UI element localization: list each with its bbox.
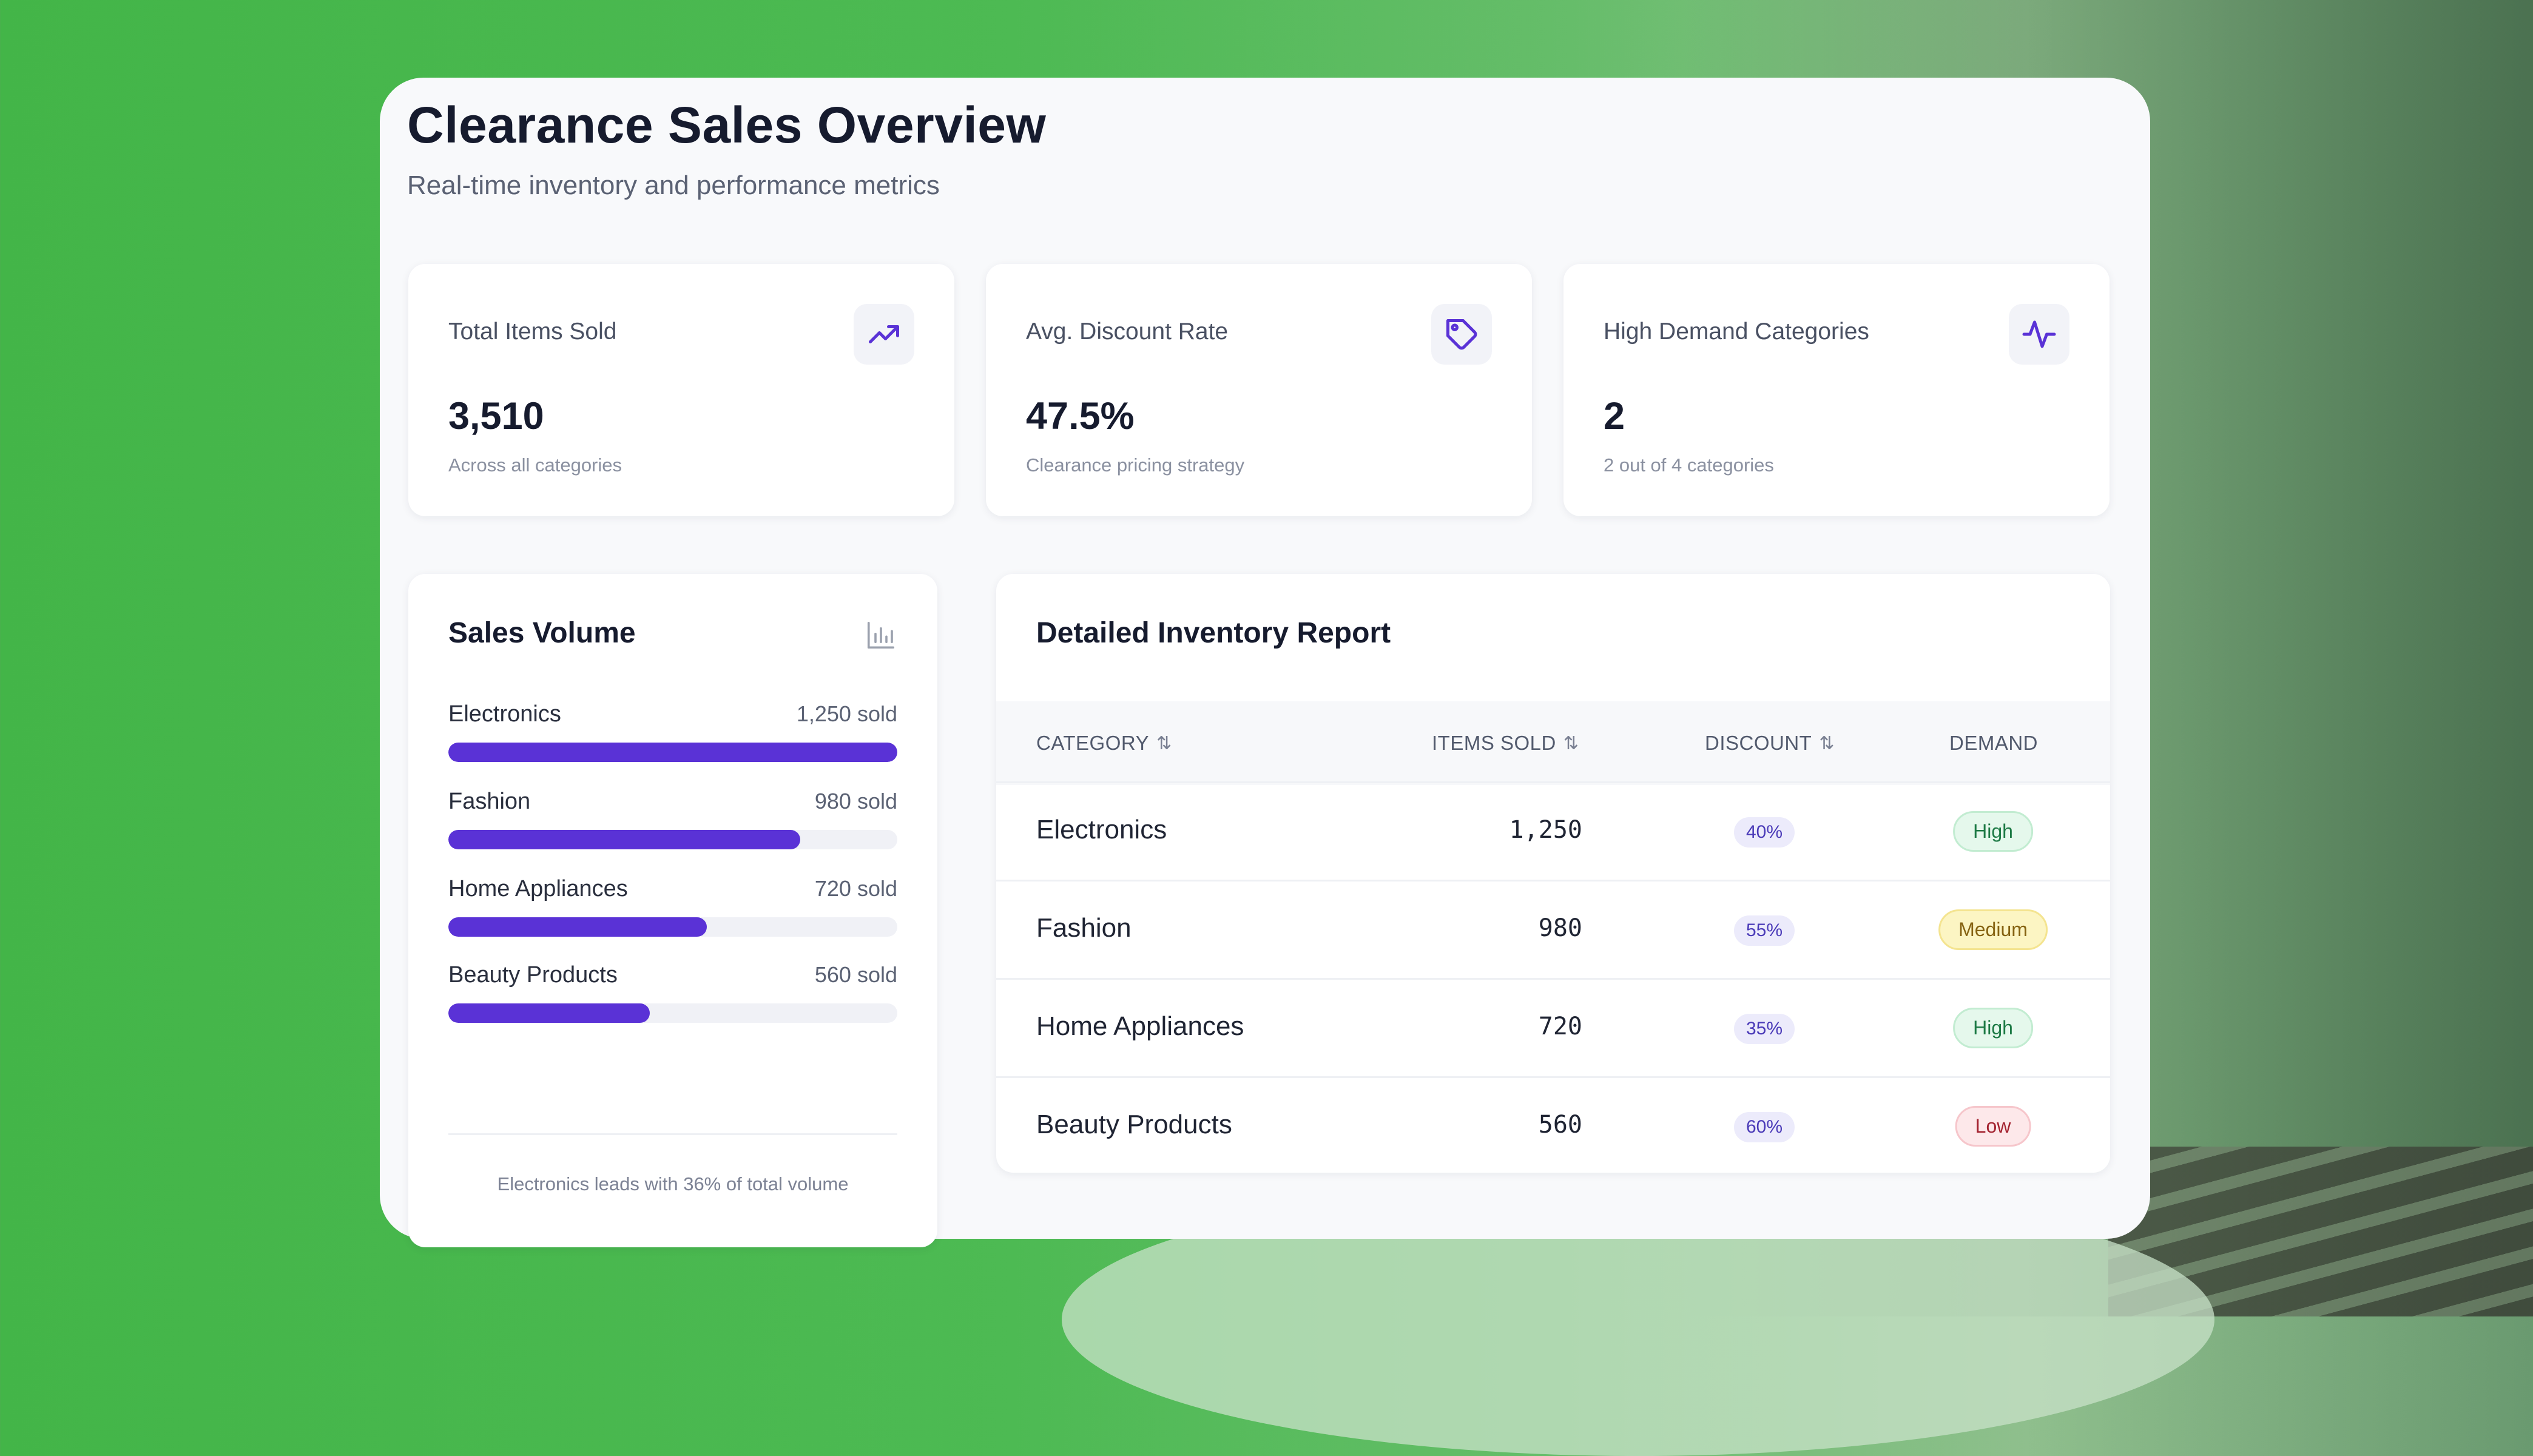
table-row[interactable]: Fashion 980 55% Medium bbox=[996, 880, 2110, 978]
inventory-report-panel: Detailed Inventory Report CATEGORY ⇅ ITE… bbox=[996, 574, 2110, 1173]
sales-volume-title: Sales Volume bbox=[448, 617, 636, 649]
sales-bar-fill bbox=[448, 743, 897, 762]
discount-badge: 60% bbox=[1733, 1112, 1795, 1142]
cell-category: Electronics bbox=[1036, 815, 1167, 844]
cell-items-sold: 980 bbox=[1538, 914, 1582, 942]
sales-bar-item: Beauty Products 560 sold bbox=[448, 962, 897, 1029]
sales-bar-value: 720 sold bbox=[814, 876, 897, 901]
page-subtitle: Real-time inventory and performance metr… bbox=[407, 170, 940, 200]
cell-items-sold: 720 bbox=[1538, 1013, 1582, 1040]
sales-bar-label: Electronics bbox=[448, 701, 561, 727]
sort-icon: ⇅ bbox=[1563, 733, 1579, 753]
sales-bar-value: 980 sold bbox=[814, 789, 897, 814]
sales-bar-value: 560 sold bbox=[814, 962, 897, 987]
column-header-label: DISCOUNT bbox=[1705, 732, 1812, 754]
sales-bar-item: Fashion 980 sold bbox=[448, 789, 897, 855]
sales-bar-track bbox=[448, 743, 897, 762]
column-header-label: CATEGORY bbox=[1036, 732, 1150, 754]
stat-label: Avg. Discount Rate bbox=[1026, 318, 1229, 345]
table-row[interactable]: Beauty Products 560 60% Low bbox=[996, 1076, 2110, 1175]
sales-bar-item: Electronics 1,250 sold bbox=[448, 701, 897, 768]
column-header-label: ITEMS SOLD bbox=[1432, 732, 1556, 754]
discount-badge: 55% bbox=[1733, 915, 1795, 946]
inventory-report-title: Detailed Inventory Report bbox=[1036, 617, 1391, 649]
page-title: Clearance Sales Overview bbox=[407, 96, 1047, 153]
stat-value: 2 bbox=[1604, 395, 1625, 437]
sales-bar-fill bbox=[448, 917, 707, 937]
cell-items-sold: 1,250 bbox=[1509, 816, 1582, 844]
sales-bar-fill bbox=[448, 830, 801, 849]
sales-bar-value: 1,250 sold bbox=[796, 701, 897, 726]
tag-icon bbox=[1431, 304, 1492, 365]
stat-subtext: Clearance pricing strategy bbox=[1026, 454, 1245, 476]
stat-card-high-demand: High Demand Categories 2 2 out of 4 cate… bbox=[1563, 264, 2110, 516]
dashboard-card: Clearance Sales Overview Real-time inven… bbox=[380, 78, 2150, 1247]
sales-bar-label: Fashion bbox=[448, 789, 531, 814]
sales-bar-track bbox=[448, 1003, 897, 1023]
stat-subtext: 2 out of 4 categories bbox=[1604, 454, 1774, 476]
stat-label: High Demand Categories bbox=[1604, 318, 1869, 345]
stat-card-avg-discount: Avg. Discount Rate 47.5% Clearance prici… bbox=[986, 264, 1532, 516]
cell-category: Beauty Products bbox=[1036, 1110, 1232, 1139]
sort-icon: ⇅ bbox=[1819, 733, 1835, 753]
stat-value: 47.5% bbox=[1026, 395, 1135, 437]
cell-category: Home Appliances bbox=[1036, 1011, 1244, 1041]
stat-card-total-items: Total Items Sold 3,510 Across all catego… bbox=[408, 264, 954, 516]
bar-chart-icon bbox=[865, 619, 897, 655]
table-row[interactable]: Home Appliances 720 35% High bbox=[996, 978, 2110, 1076]
column-header-category[interactable]: CATEGORY ⇅ bbox=[1036, 732, 1172, 755]
sales-bar-fill bbox=[448, 1003, 650, 1023]
cell-items-sold: 560 bbox=[1538, 1111, 1582, 1139]
table-row[interactable]: Electronics 1,250 40% High bbox=[996, 781, 2110, 880]
sales-volume-panel: Sales Volume Electronics 1,250 sold Fash… bbox=[408, 574, 937, 1247]
discount-badge: 35% bbox=[1733, 1014, 1795, 1044]
stat-subtext: Across all categories bbox=[448, 454, 622, 476]
demand-badge: High bbox=[1953, 811, 2033, 852]
sales-bar-label: Home Appliances bbox=[448, 876, 628, 902]
sales-bar-track bbox=[448, 830, 897, 849]
demand-badge: High bbox=[1953, 1008, 2033, 1048]
discount-badge: 40% bbox=[1733, 817, 1795, 848]
demand-badge: Medium bbox=[1938, 909, 2048, 950]
trending-up-icon bbox=[854, 304, 914, 365]
demand-badge: Low bbox=[1955, 1106, 2031, 1147]
sales-bar-label: Beauty Products bbox=[448, 962, 618, 988]
sort-icon: ⇅ bbox=[1156, 733, 1172, 753]
stat-value: 3,510 bbox=[448, 395, 544, 437]
column-header-label: DEMAND bbox=[1949, 732, 2039, 754]
divider bbox=[448, 1133, 897, 1135]
table-header: CATEGORY ⇅ ITEMS SOLD ⇅ DISCOUNT ⇅ DEMAN… bbox=[996, 701, 2110, 785]
sales-bar-item: Home Appliances 720 sold bbox=[448, 876, 897, 943]
sales-volume-note: Electronics leads with 36% of total volu… bbox=[497, 1173, 849, 1195]
column-header-discount[interactable]: DISCOUNT ⇅ bbox=[1705, 732, 1835, 755]
column-header-items-sold[interactable]: ITEMS SOLD ⇅ bbox=[1432, 732, 1579, 755]
sales-bar-track bbox=[448, 917, 897, 937]
stat-label: Total Items Sold bbox=[448, 318, 617, 345]
column-header-demand: DEMAND bbox=[1949, 732, 2038, 755]
cell-category: Fashion bbox=[1036, 913, 1132, 943]
activity-icon bbox=[2009, 304, 2069, 365]
